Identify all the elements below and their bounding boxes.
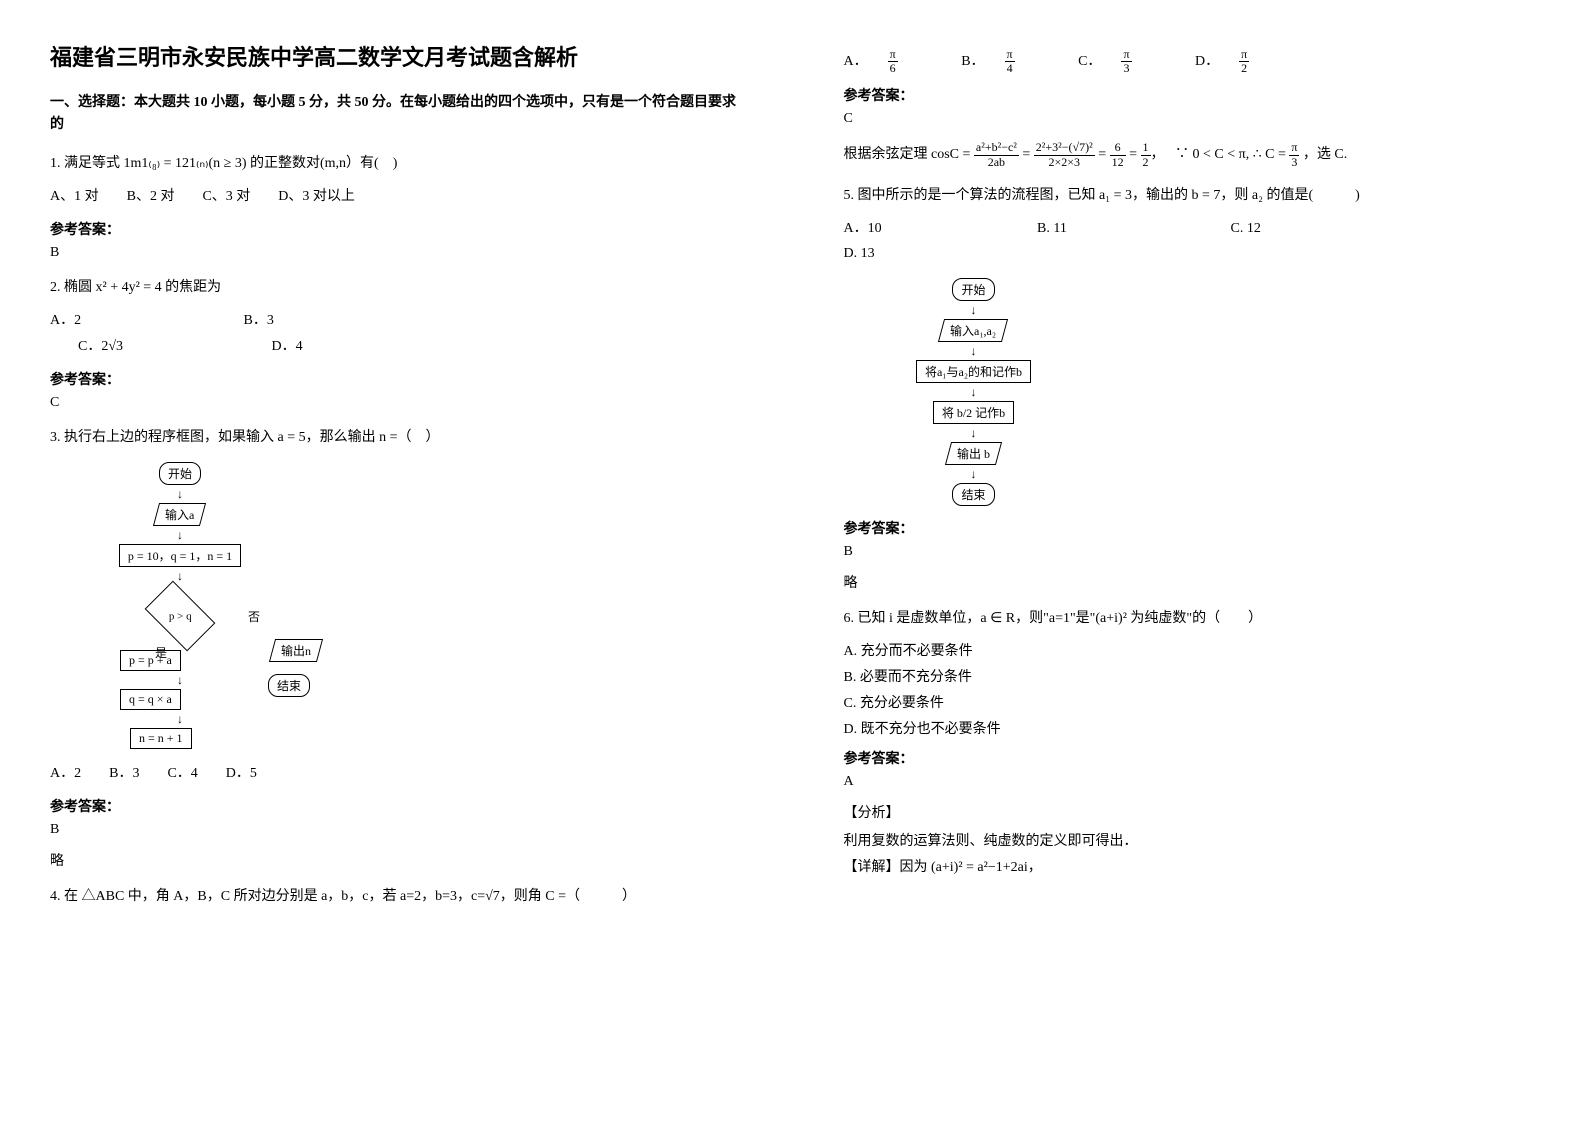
arrow-icon: ↓ [874,345,1074,357]
section-header: 一、选择题：本大题共 10 小题，每小题 5 分，共 50 分。在每小题给出的四… [50,92,744,137]
q3-text: 3. 执行右上边的程序框图，如果输入 a = 5，那么输出 n =（ ） [50,425,744,450]
fc5-output: 输出 b [945,442,1002,465]
q6-ans-label: 参考答案： [844,748,1538,768]
fc-step3: n = n + 1 [130,728,192,749]
fc5-end: 结束 [952,483,994,506]
q6-analysis: 利用复数的运算法则、纯虚数的定义即可得出． [844,830,1538,850]
fc-init: p = 10，q = 1，n = 1 [119,544,241,567]
arrow-icon: ↓ [80,674,280,686]
q3-ans-label: 参考答案： [50,796,744,816]
left-column: 福建省三明市永安民族中学高二数学文月考试题含解析 一、选择题：本大题共 10 小… [0,0,794,1122]
fc-output: 输出n [269,639,323,662]
q3-note: 略 [50,850,744,870]
q6-detail: 【详解】因为 (a+i)² = a²−1+2ai， [844,856,1538,876]
q2-optA: A．2 [50,308,210,333]
q2-options: A．2 B．3 C．2√3 D．4 [50,308,744,358]
q1-ans: B [50,245,744,261]
q6-optC: C. 充分必要条件 [844,692,1538,712]
q2-optD: D．4 [272,334,432,359]
q6-ans: A [844,774,1538,790]
fc-end: 结束 [268,674,310,697]
q5-optA: A．10 [844,216,1004,241]
q6-optB: B. 必要而不充分条件 [844,666,1538,686]
doc-title: 福建省三明市永安民族中学高二数学文月考试题含解析 [50,40,744,72]
q4-explanation: 根据余弦定理 cosC = a²+b²−c²2ab = 2²+3²−(√7)²2… [844,141,1538,168]
q6-optD: D. 既不充分也不必要条件 [844,718,1538,738]
fc-step1: p = p + a [120,650,181,671]
fc-step2: q = q × a [120,689,181,710]
right-column: A．π6 B．π4 C．π3 D．π2 参考答案： C 根据余弦定理 cosC … [794,0,1587,1122]
q4-optC: C．π3 [1078,48,1171,75]
q2-text: 2. 椭圆 x² + 4y² = 4 的焦距为 [50,275,744,300]
q5-ans-label: 参考答案： [844,518,1538,538]
arrow-icon: ↓ [80,488,280,500]
arrow-icon: ↓ [874,304,1074,316]
arrow-icon: ↓ [874,386,1074,398]
q5-flowchart: 开始 ↓ 输入a₁,a₂ ↓ 将a₁与a₂的和记作b ↓ 将 b/2 记作b ↓… [874,278,1538,506]
q2-optC: C．2√3 [78,334,238,359]
fc-input: 输入a [153,503,206,526]
q6-text: 6. 已知 i 是虚数单位，a ∈ R，则"a=1"是"(a+i)² 为纯虚数"… [844,606,1538,631]
q5-text: 5. 图中所示的是一个算法的流程图，已知 a₁ = 3，输出的 b = 7，则 … [844,183,1538,208]
q1-ans-label: 参考答案： [50,219,744,239]
q3-ans: B [50,822,744,838]
fc-yes: 是 [155,644,167,661]
q6-optA: A. 充分而不必要条件 [844,640,1538,660]
arrow-icon: ↓ [80,713,280,725]
q3-flowchart: 开始 ↓ 输入a ↓ p = 10，q = 1，n = 1 ↓ p > q 否 … [80,462,744,749]
q5-note: 略 [844,572,1538,592]
arrow-icon: ↓ [80,570,280,582]
q2-ans-label: 参考答案： [50,369,744,389]
q4-text: 4. 在 △ABC 中，角 A，B，C 所对边分别是 a，b，c，若 a=2，b… [50,884,744,909]
arrow-icon: ↓ [874,427,1074,439]
fc5-start: 开始 [952,278,994,301]
q5-optB: B. 11 [1037,216,1197,241]
q2-optB: B．3 [244,308,404,333]
fc-no: 否 [248,608,260,625]
q3-options: A．2 B．3 C．4 D．5 [50,761,744,786]
q4-ans-label: 参考答案： [844,85,1538,105]
q5-optC: C. 12 [1231,216,1391,241]
q4-optD: D．π2 [1195,48,1289,75]
q5-ans: B [844,544,1538,560]
q4-options: A．π6 B．π4 C．π3 D．π2 [844,48,1538,75]
q4-optB: B．π4 [961,48,1054,75]
q5-optD: D. 13 [844,241,1004,266]
q4-optA: A．π6 [844,48,938,75]
fc-start: 开始 [159,462,201,485]
q6-analysis-label: 【分析】 [844,802,1538,822]
q5-options: A．10 B. 11 C. 12 D. 13 [844,216,1538,266]
q1-options: A、1 对 B、2 对 C、3 对 D、3 对以上 [50,184,744,209]
arrow-icon: ↓ [874,468,1074,480]
q4-ans: C [844,111,1538,127]
q2-ans: C [50,395,744,411]
fc5-step1: 将a₁与a₂的和记作b [916,360,1031,383]
q1-text: 1. 满足等式 1m1₍₈₎ = 121₍ₙ₎(n ≥ 3) 的正整数对(m,n… [50,151,744,176]
fc5-step2: 将 b/2 记作b [933,401,1014,424]
fc5-input: 输入a₁,a₂ [938,319,1008,342]
arrow-icon: ↓ [80,529,280,541]
fc-cond: p > q [145,581,216,652]
